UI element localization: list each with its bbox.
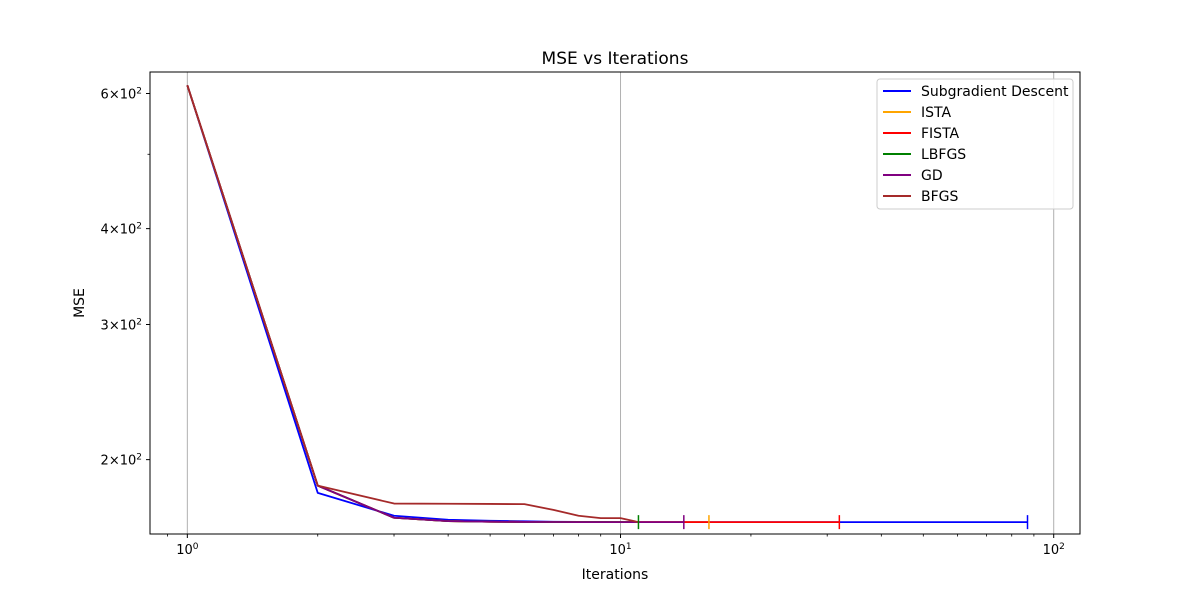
series-line [186, 85, 639, 524]
series-line [186, 85, 684, 524]
legend: Subgradient Descent ISTA FISTA LBFGS GD BFGS [876, 78, 1074, 210]
y-tick-label: 2×102 [101, 453, 142, 469]
y-tick-label: 6×102 [101, 87, 142, 103]
legend-label: GD [921, 168, 943, 184]
legend-label: FISTA [921, 126, 960, 142]
y-tick-label: 4×102 [101, 222, 142, 238]
x-tick-label: 100 [176, 542, 199, 558]
legend-label: ISTA [921, 105, 951, 121]
legend-box [876, 78, 1074, 210]
legend-label: BFGS [921, 189, 959, 205]
chart-title: MSE vs Iterations [542, 49, 689, 69]
x-tick-label: 101 [609, 542, 631, 558]
legend-label: LBFGS [921, 147, 966, 163]
y-axis-label: MSE [72, 288, 88, 318]
plot-area-frame [149, 71, 1081, 535]
y-tick-label: 3×102 [101, 318, 142, 334]
end-markers [637, 515, 1029, 530]
x-axis-ticks: 100 101 102 [167, 534, 1065, 558]
y-axis-ticks: 2×102 3×102 4×102 6×102 [101, 87, 150, 469]
x-axis-label: Iterations [582, 567, 649, 583]
x-tick-label: 102 [1043, 542, 1065, 558]
legend-label: Subgradient Descent [921, 84, 1069, 100]
series-lines [186, 85, 1028, 524]
